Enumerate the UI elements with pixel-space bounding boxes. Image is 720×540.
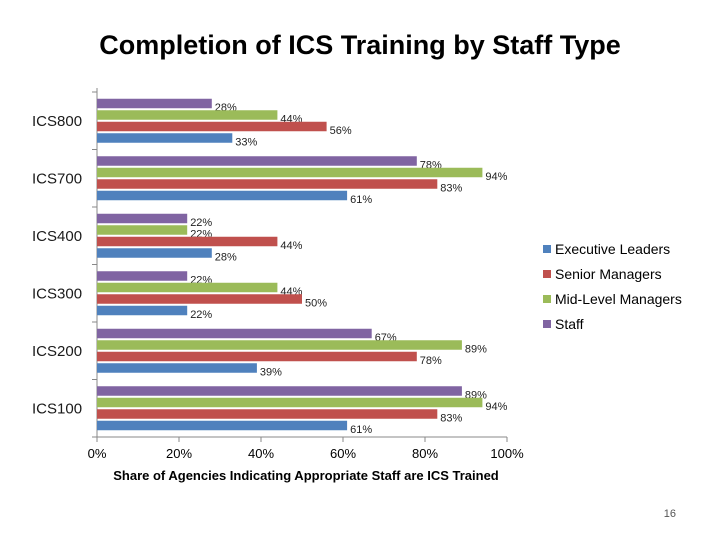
x-tick-label: 100% bbox=[490, 446, 524, 461]
bar bbox=[97, 397, 483, 408]
x-axis-title: Share of Agencies Indicating Appropriate… bbox=[113, 468, 499, 483]
data-label: 94% bbox=[485, 171, 507, 183]
legend-swatch bbox=[543, 295, 551, 303]
bar bbox=[97, 225, 188, 235]
bar bbox=[97, 363, 257, 373]
legend-label: Mid-Level Managers bbox=[555, 291, 682, 307]
bar bbox=[97, 305, 188, 316]
bar bbox=[97, 236, 278, 247]
legend-label: Senior Managers bbox=[555, 266, 662, 282]
legend-swatch bbox=[543, 245, 551, 253]
data-label: 22% bbox=[190, 309, 212, 321]
data-label: 61% bbox=[350, 424, 372, 436]
data-label: 56% bbox=[330, 125, 352, 137]
bar bbox=[97, 271, 188, 281]
bar bbox=[97, 133, 233, 143]
chart-title: Completion of ICS Training by Staff Type bbox=[99, 30, 621, 60]
x-tick-label: 0% bbox=[88, 446, 107, 461]
category-label: ICS100 bbox=[32, 400, 82, 417]
bar bbox=[97, 213, 188, 224]
bar bbox=[97, 98, 212, 109]
data-label: 94% bbox=[485, 401, 507, 413]
category-label: ICS700 bbox=[32, 170, 82, 187]
x-tick-label: 80% bbox=[412, 446, 438, 461]
bar bbox=[97, 294, 302, 304]
category-label: ICS200 bbox=[32, 343, 82, 360]
data-label: 44% bbox=[280, 240, 302, 252]
x-tick-label: 40% bbox=[248, 446, 274, 461]
data-label: 78% bbox=[420, 355, 442, 367]
page-number: 16 bbox=[663, 508, 676, 520]
bar bbox=[97, 121, 327, 132]
data-label: 28% bbox=[215, 251, 237, 263]
legend-label: Staff bbox=[555, 316, 584, 332]
data-label: 22% bbox=[190, 217, 212, 229]
bar bbox=[97, 179, 438, 189]
data-label: 83% bbox=[440, 412, 462, 424]
category-label: ICS300 bbox=[32, 285, 82, 302]
bar bbox=[97, 340, 462, 350]
data-label: 61% bbox=[350, 194, 372, 206]
bar bbox=[97, 386, 462, 396]
legend-label: Executive Leaders bbox=[555, 241, 670, 257]
bar bbox=[97, 156, 417, 166]
legend-swatch bbox=[543, 320, 551, 328]
legend-swatch bbox=[543, 270, 551, 278]
data-label: 89% bbox=[465, 343, 487, 355]
x-tick-label: 20% bbox=[166, 446, 192, 461]
data-label: 33% bbox=[235, 136, 257, 148]
category-label: ICS800 bbox=[32, 113, 82, 130]
data-label: 39% bbox=[260, 366, 282, 378]
bar bbox=[97, 420, 348, 431]
bar bbox=[97, 351, 417, 362]
bar bbox=[97, 167, 483, 178]
bar bbox=[97, 248, 212, 258]
x-tick-label: 60% bbox=[330, 446, 356, 461]
bar bbox=[97, 282, 278, 293]
bar bbox=[97, 110, 278, 120]
bar bbox=[97, 328, 372, 339]
bar bbox=[97, 409, 438, 419]
bar bbox=[97, 190, 348, 201]
data-label: 50% bbox=[305, 297, 327, 309]
category-label: ICS400 bbox=[32, 228, 82, 245]
data-label: 83% bbox=[440, 182, 462, 194]
